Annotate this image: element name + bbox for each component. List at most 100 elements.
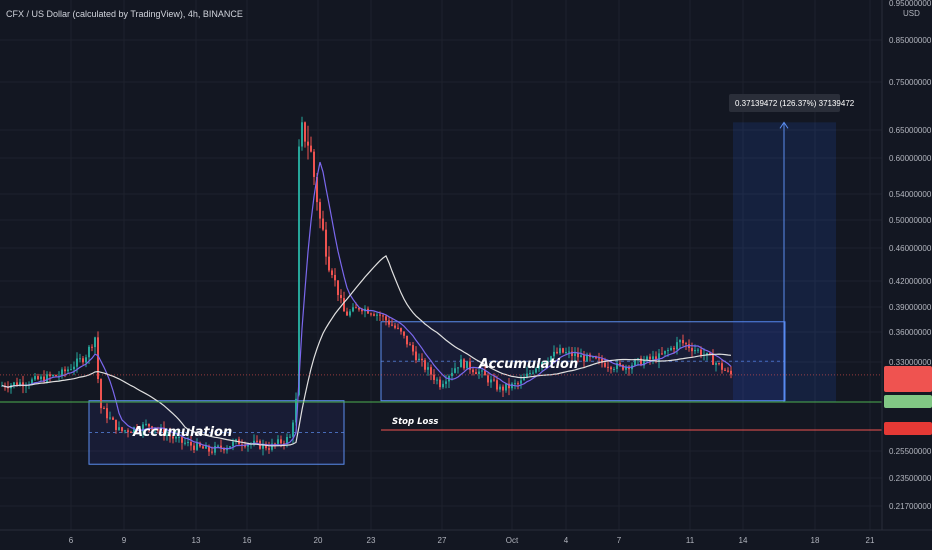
candle-body[interactable] — [712, 354, 714, 365]
candle-body[interactable] — [535, 368, 537, 373]
candle-body[interactable] — [397, 327, 399, 329]
candle-body[interactable] — [517, 383, 519, 385]
candle-body[interactable] — [658, 353, 660, 362]
candle-body[interactable] — [505, 383, 507, 391]
candle-body[interactable] — [511, 383, 513, 389]
candle-body[interactable] — [697, 349, 699, 351]
candle-body[interactable] — [94, 337, 96, 348]
candle-body[interactable] — [475, 372, 477, 375]
candle-body[interactable] — [175, 436, 177, 439]
candle-body[interactable] — [676, 342, 678, 350]
candle-body[interactable] — [298, 146, 300, 395]
candle-body[interactable] — [217, 445, 219, 447]
candle-body[interactable] — [430, 367, 432, 375]
candle-body[interactable] — [91, 346, 93, 348]
candle-body[interactable] — [622, 365, 624, 370]
candle-body[interactable] — [286, 437, 288, 444]
candle-body[interactable] — [679, 340, 681, 343]
candle-body[interactable] — [706, 352, 708, 355]
candle-body[interactable] — [40, 376, 42, 380]
candle-body[interactable] — [442, 383, 444, 388]
candle-body[interactable] — [79, 358, 81, 360]
candle-body[interactable] — [586, 354, 588, 362]
candle-body[interactable] — [337, 280, 339, 296]
candle-body[interactable] — [214, 445, 216, 453]
candle-body[interactable] — [634, 360, 636, 366]
candle-body[interactable] — [532, 372, 534, 374]
candle-body[interactable] — [724, 369, 726, 371]
candle-body[interactable] — [541, 362, 543, 366]
candle-body[interactable] — [64, 369, 66, 372]
candle-body[interactable] — [508, 383, 510, 389]
candle-body[interactable] — [565, 352, 567, 354]
candle-body[interactable] — [328, 256, 330, 271]
candle-body[interactable] — [310, 145, 312, 152]
candle-body[interactable] — [232, 441, 234, 447]
candle-body[interactable] — [454, 368, 456, 373]
candle-body[interactable] — [493, 379, 495, 381]
candle-body[interactable] — [334, 274, 336, 281]
candle-body[interactable] — [37, 376, 39, 380]
candle-body[interactable] — [208, 445, 210, 452]
candle-body[interactable] — [496, 380, 498, 390]
candle-body[interactable] — [547, 361, 549, 363]
candle-body[interactable] — [655, 356, 657, 362]
candle-body[interactable] — [112, 417, 114, 420]
candle-body[interactable] — [16, 382, 18, 386]
candle-body[interactable] — [346, 311, 348, 316]
candle-body[interactable] — [646, 356, 648, 361]
candle-body[interactable] — [556, 351, 558, 354]
candle-body[interactable] — [445, 381, 447, 384]
candle-body[interactable] — [538, 365, 540, 369]
candle-body[interactable] — [76, 358, 78, 367]
candle-body[interactable] — [667, 350, 669, 352]
candle-body[interactable] — [262, 443, 264, 449]
candle-body[interactable] — [361, 309, 363, 312]
candle-body[interactable] — [34, 376, 36, 380]
candle-body[interactable] — [466, 361, 468, 369]
candle-body[interactable] — [343, 298, 345, 312]
candle-body[interactable] — [625, 366, 627, 370]
candle-body[interactable] — [460, 359, 462, 368]
candle-body[interactable] — [409, 344, 411, 346]
candle-body[interactable] — [715, 363, 717, 365]
candle-body[interactable] — [340, 295, 342, 299]
candle-body[interactable] — [163, 427, 165, 437]
candle-body[interactable] — [313, 151, 315, 177]
candle-body[interactable] — [355, 307, 357, 309]
candle-body[interactable] — [544, 362, 546, 364]
candle-body[interactable] — [391, 324, 393, 326]
candle-body[interactable] — [52, 375, 54, 377]
candle-body[interactable] — [499, 386, 501, 390]
candle-body[interactable] — [568, 351, 570, 353]
candle-body[interactable] — [316, 176, 318, 203]
candle-body[interactable] — [106, 408, 108, 419]
candle-body[interactable] — [319, 202, 321, 219]
candle-body[interactable] — [403, 331, 405, 336]
candle-body[interactable] — [619, 363, 621, 366]
candle-body[interactable] — [433, 374, 435, 380]
candle-body[interactable] — [325, 229, 327, 257]
candle-body[interactable] — [133, 427, 135, 433]
candle-body[interactable] — [220, 445, 222, 449]
candle-body[interactable] — [46, 374, 48, 382]
candle-body[interactable] — [385, 316, 387, 321]
candle-body[interactable] — [415, 351, 417, 361]
candle-body[interactable] — [181, 436, 183, 443]
candle-body[interactable] — [394, 325, 396, 328]
candle-body[interactable] — [100, 379, 102, 409]
candle-body[interactable] — [349, 311, 351, 316]
candle-body[interactable] — [55, 375, 57, 377]
candle-body[interactable] — [718, 363, 720, 365]
candle-body[interactable] — [43, 376, 45, 382]
candle-body[interactable] — [577, 353, 579, 358]
candle-body[interactable] — [727, 370, 729, 372]
candle-body[interactable] — [451, 372, 453, 377]
candle-body[interactable] — [199, 442, 201, 447]
candle-body[interactable] — [400, 328, 402, 332]
candle-body[interactable] — [295, 398, 297, 423]
candle-body[interactable] — [154, 429, 156, 431]
candle-body[interactable] — [247, 444, 249, 447]
candle-body[interactable] — [67, 369, 69, 372]
